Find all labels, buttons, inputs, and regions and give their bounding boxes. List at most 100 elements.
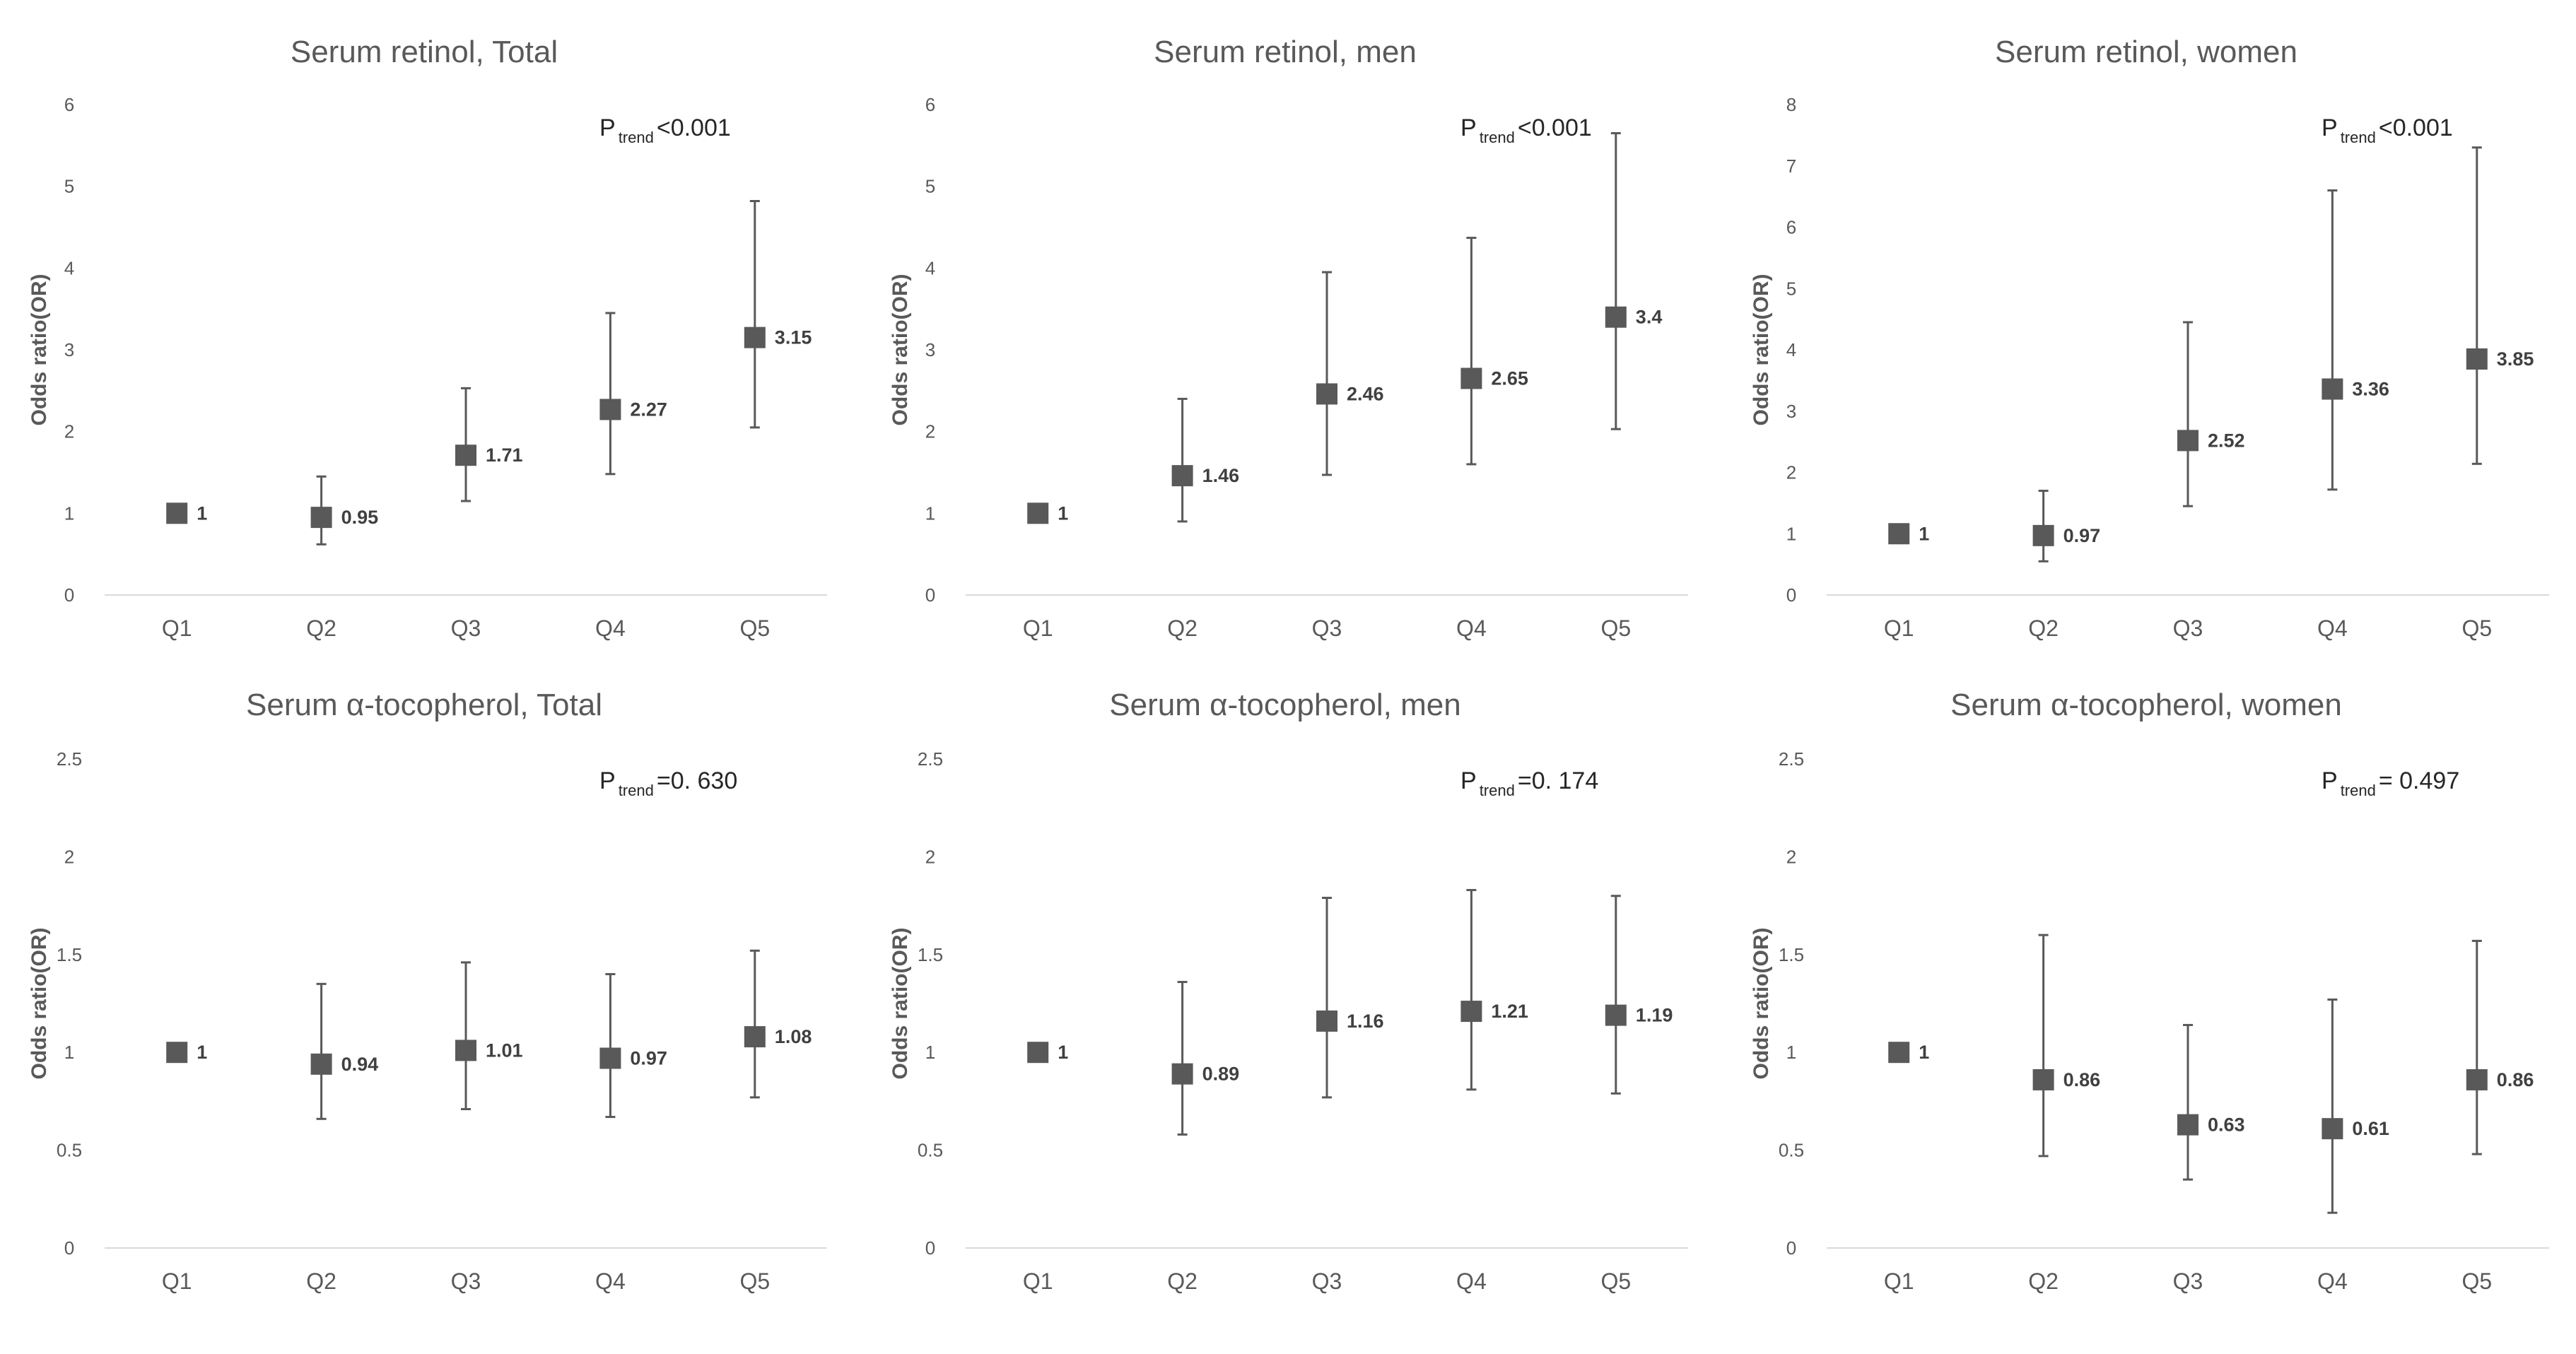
y-tick-label: 0 — [64, 1237, 74, 1259]
x-tick-label: Q5 — [1600, 1268, 1631, 1294]
data-point-marker — [744, 326, 766, 348]
y-tick-label: 3 — [925, 339, 935, 360]
error-bar — [461, 961, 471, 1110]
data-point-marker — [2032, 1069, 2054, 1090]
y-axis-label: Odds ratio(OR) — [889, 928, 912, 1080]
error-bar — [1322, 897, 1332, 1099]
data-label: 1.16 — [1347, 1011, 1384, 1032]
data-point-marker — [1605, 1004, 1627, 1026]
y-tick-label: 2 — [1786, 846, 1796, 867]
error-bar — [1322, 271, 1332, 476]
data-label: 0.89 — [1202, 1064, 1240, 1085]
y-tick-label: 2.5 — [918, 748, 943, 770]
data-label: 3.15 — [775, 327, 812, 348]
x-tick-label: Q5 — [2461, 1268, 2492, 1294]
y-tick-label: 8 — [1786, 94, 1796, 115]
y-tick-label: 2.5 — [1779, 748, 1804, 770]
x-tick-label: Q4 — [595, 1268, 626, 1294]
data-point-marker — [1460, 367, 1482, 389]
x-tick-label: Q2 — [1167, 1268, 1198, 1294]
chart-title: Serum retinol, women — [1995, 35, 2297, 69]
y-tick-label: 1.5 — [1779, 944, 1804, 965]
error-bar — [1177, 981, 1188, 1136]
data-point-marker — [2032, 524, 2054, 546]
data-label: 1 — [1919, 1042, 1929, 1063]
data-point-marker — [2322, 378, 2343, 400]
y-tick-label: 0 — [1786, 1237, 1796, 1259]
error-bar — [2183, 1023, 2193, 1181]
error-bar — [1610, 131, 1621, 430]
y-axis-label: Odds ratio(OR) — [889, 274, 912, 426]
y-axis-label: Odds ratio(OR) — [1750, 274, 1773, 426]
data-label: 1 — [197, 502, 207, 524]
data-point-marker — [2177, 1114, 2199, 1136]
x-tick-label: Q4 — [2317, 616, 2348, 641]
data-point-marker — [599, 1047, 621, 1069]
y-tick-label: 3 — [64, 339, 74, 360]
x-tick-label: Q4 — [1456, 1268, 1487, 1294]
y-tick-label: 2 — [64, 846, 74, 867]
chart-title: Serum α-tocopherol, women — [1950, 688, 2342, 722]
y-tick-label: 5 — [64, 176, 74, 197]
x-tick-label: Q3 — [1312, 616, 1342, 641]
error-bar — [2183, 321, 2193, 507]
error-bar — [316, 982, 327, 1120]
y-axis-label: Odds ratio(OR) — [1750, 928, 1773, 1080]
data-point-marker — [1316, 1010, 1337, 1032]
data-label: 1 — [1058, 1042, 1068, 1063]
error-bar — [2471, 939, 2482, 1155]
chart-panel: Serum α-tocopherol, women Odds ratio(OR) 0… — [1750, 688, 2549, 1294]
data-label: 2.46 — [1347, 383, 1384, 404]
x-tick-label: Q5 — [739, 1268, 770, 1294]
x-tick-label: Q1 — [1884, 616, 1914, 641]
data-label: 1.01 — [486, 1040, 523, 1061]
y-axis-label: Odds ratio(OR) — [28, 928, 51, 1080]
x-tick-label: Q3 — [1312, 1268, 1342, 1294]
y-tick-label: 1 — [1786, 1042, 1796, 1063]
x-tick-label: Q2 — [1167, 616, 1198, 641]
x-tick-label: Q4 — [2317, 1268, 2348, 1294]
error-bar — [2038, 934, 2049, 1158]
y-tick-label: 1 — [925, 1042, 935, 1063]
chart-panel: Serum retinol, women Odds ratio(OR) 0 1 2 3 4 5… — [1750, 35, 2549, 641]
data-label: 3.85 — [2497, 348, 2534, 370]
y-tick-label: 0.5 — [1779, 1140, 1804, 1161]
data-point-marker — [166, 502, 188, 524]
data-label: 0.63 — [2208, 1114, 2245, 1136]
x-tick-label: Q4 — [1456, 616, 1487, 641]
y-axis-label: Odds ratio(OR) — [28, 274, 51, 426]
x-tick-label: Q2 — [306, 616, 336, 641]
data-label: 2.27 — [630, 399, 667, 420]
data-point-marker — [1027, 502, 1049, 524]
y-tick-label: 7 — [1786, 155, 1796, 177]
data-label: 1.21 — [1491, 1001, 1528, 1022]
data-label: 0.86 — [2063, 1069, 2101, 1090]
y-tick-label: 6 — [925, 94, 935, 115]
data-point-marker — [455, 445, 476, 466]
y-tick-label: 4 — [925, 257, 935, 278]
data-label: 0.61 — [2352, 1118, 2389, 1139]
x-tick-label: Q1 — [1884, 1268, 1914, 1294]
x-tick-label: Q2 — [2028, 616, 2059, 641]
error-bar — [1610, 895, 1621, 1095]
y-tick-label: 4 — [64, 257, 74, 278]
data-label: 1.71 — [486, 445, 523, 466]
data-point-marker — [166, 1042, 188, 1064]
data-point-marker — [2322, 1118, 2343, 1140]
data-label: 1 — [1919, 523, 1929, 544]
data-label: 1.19 — [1636, 1005, 1673, 1026]
data-point-marker — [1171, 1063, 1193, 1085]
chart-title: Serum α-tocopherol, men — [1109, 688, 1460, 722]
data-point-marker — [1605, 306, 1627, 328]
error-bar — [2327, 189, 2338, 491]
y-tick-label: 0.5 — [57, 1140, 82, 1161]
error-bar — [461, 387, 471, 502]
x-tick-label: Q3 — [2173, 1268, 2203, 1294]
data-point-marker — [1027, 1042, 1049, 1064]
